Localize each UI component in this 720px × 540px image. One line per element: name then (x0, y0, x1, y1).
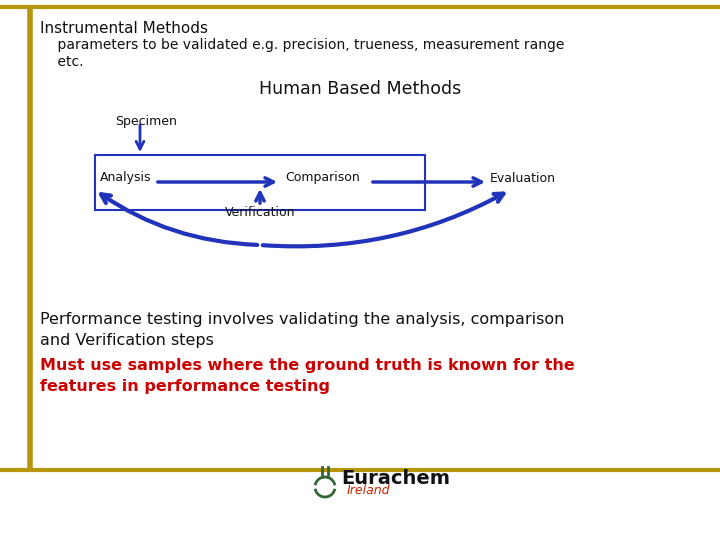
Text: Ireland: Ireland (347, 484, 390, 497)
Text: parameters to be validated e.g. precision, trueness, measurement range: parameters to be validated e.g. precisio… (40, 38, 564, 52)
Text: Evaluation: Evaluation (490, 172, 556, 185)
Text: Performance testing involves validating the analysis, comparison: Performance testing involves validating … (40, 312, 564, 327)
Text: Instrumental Methods: Instrumental Methods (40, 21, 208, 36)
Text: etc.: etc. (40, 55, 84, 69)
Text: and Verification steps: and Verification steps (40, 333, 214, 348)
Text: Human Based Methods: Human Based Methods (259, 80, 461, 98)
Text: Comparison: Comparison (285, 172, 360, 185)
Bar (95, 155, 425, 210)
Text: Eurachem: Eurachem (341, 469, 450, 488)
Text: Specimen: Specimen (115, 115, 177, 128)
Text: Analysis: Analysis (100, 172, 151, 185)
Text: Must use samples where the ground truth is known for the: Must use samples where the ground truth … (40, 358, 575, 373)
Text: features in performance testing: features in performance testing (40, 379, 330, 394)
Text: Verification: Verification (225, 206, 295, 219)
